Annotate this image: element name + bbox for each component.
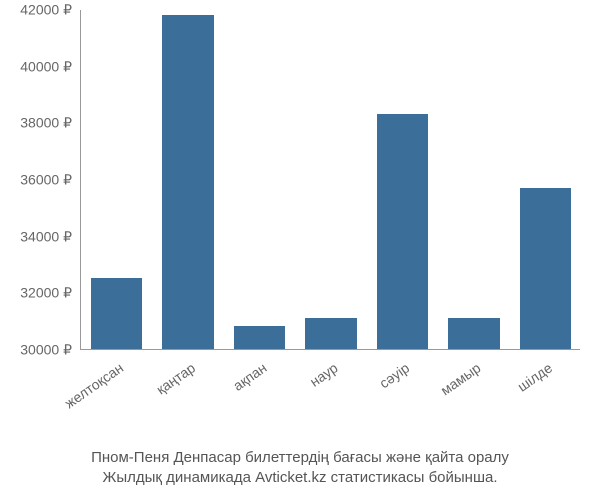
bar [91,278,142,349]
plot-area [80,10,580,350]
y-axis: 30000 ₽32000 ₽34000 ₽36000 ₽38000 ₽40000… [0,10,80,350]
caption-line-2: Жылдық динамикада Avticket.kz статистика… [103,469,498,486]
y-tick-label: 38000 ₽ [20,115,72,132]
x-tick-label: наур [307,359,341,389]
bar [305,318,356,349]
bar [520,188,571,350]
x-axis-labels: желтоқсанқаңтарақпаннаурсәуірмамыршілде [80,352,580,422]
x-tick-label: желтоқсан [62,359,127,411]
y-tick-label: 34000 ₽ [20,228,72,245]
y-tick-label: 36000 ₽ [20,172,72,189]
y-tick-label: 30000 ₽ [20,342,72,359]
caption-line-1: Пном-Пеня Денпасар билеттердің бағасы жә… [91,449,509,466]
y-tick-label: 32000 ₽ [20,285,72,302]
x-tick-label: қаңтар [153,359,198,397]
price-bar-chart: 30000 ₽ 32000 ₽ 34000 ₽ 36000 ₽ 38000 ₽ 40000… [0,0,600,420]
chart-caption: Пном-Пеня Денпасар билеттердің бағасы жә… [0,448,600,489]
x-tick-label: сәуір [376,359,412,391]
y-tick-label: 42000 ₽ [20,2,72,19]
bar [377,114,428,349]
bar [448,318,499,349]
bar [234,326,285,349]
x-tick-label: шілде [514,359,555,394]
x-tick-label: ақпан [230,359,269,393]
x-tick-label: мамыр [437,359,483,398]
bar [162,15,213,349]
y-tick-label: 40000 ₽ [20,58,72,75]
